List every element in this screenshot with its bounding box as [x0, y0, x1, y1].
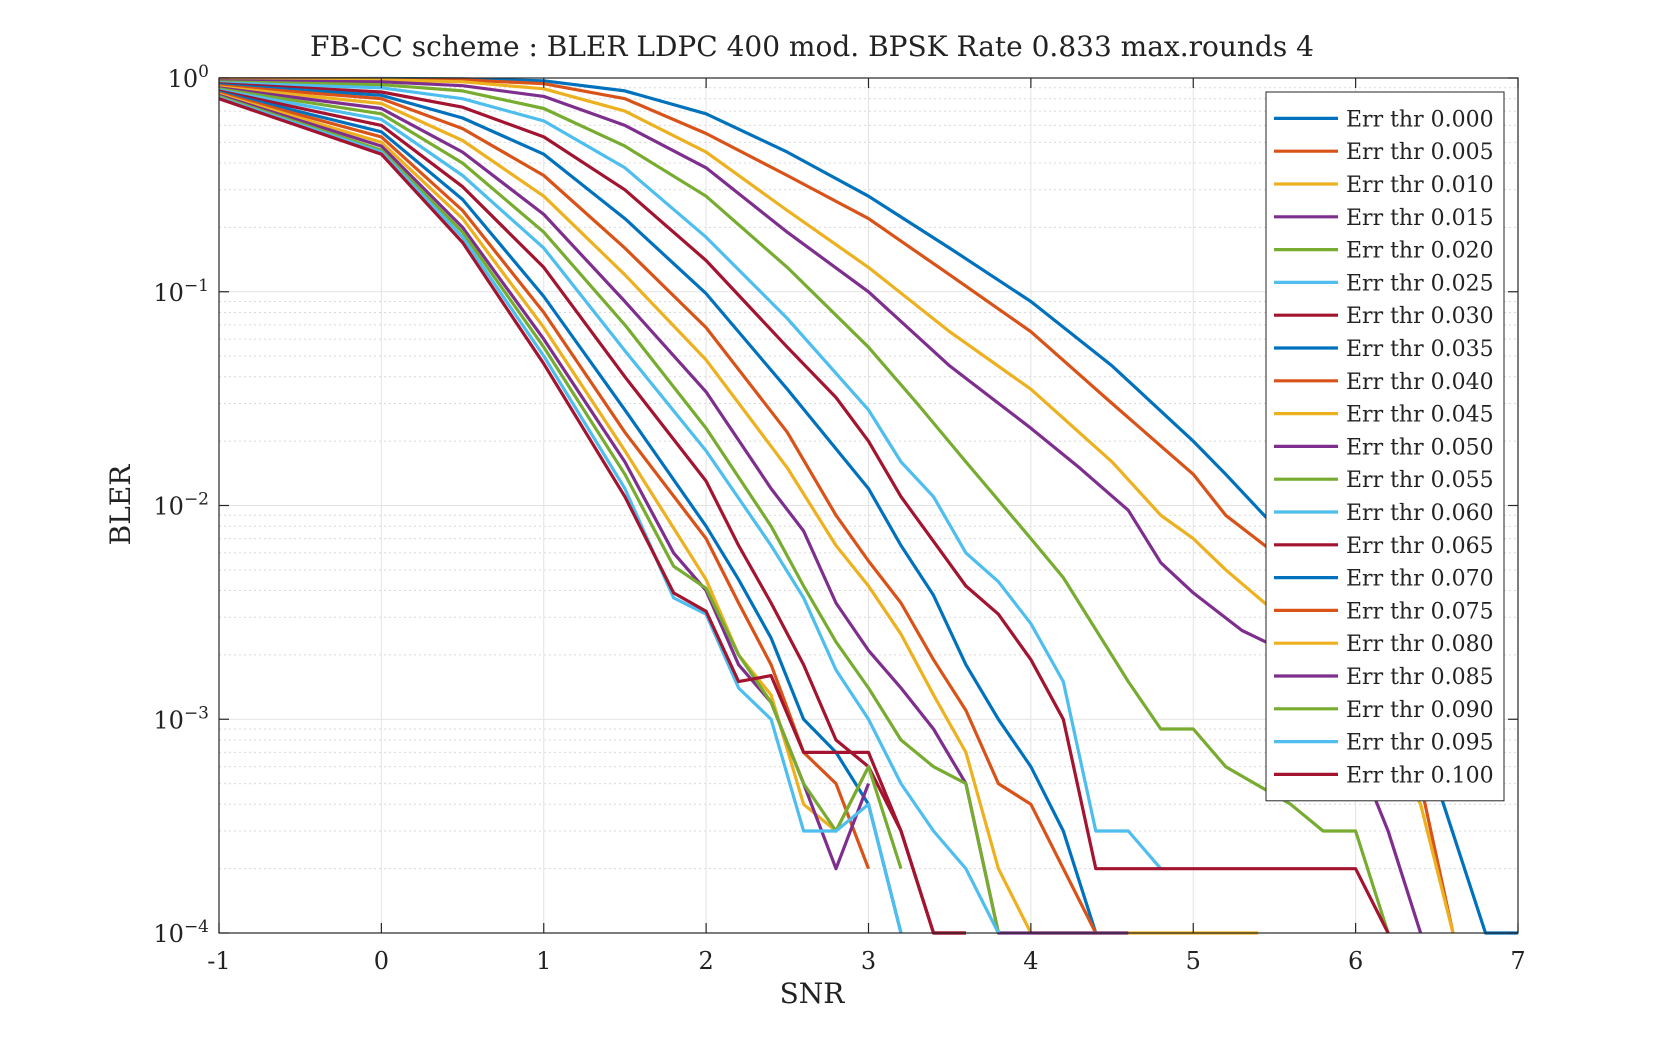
- legend-label: Err thr 0.030: [1346, 304, 1494, 329]
- y-tick-label: 10−1: [153, 276, 209, 307]
- x-tick-label: 3: [861, 947, 876, 975]
- legend-label: Err thr 0.045: [1346, 403, 1494, 428]
- x-tick-label: 6: [1348, 947, 1363, 975]
- series-line-5: [218, 81, 1163, 870]
- x-tick-label: 1: [536, 947, 551, 975]
- x-axis-ticks: -1 0 1 2 3 4 5 6 7: [207, 78, 1526, 975]
- x-tick-label: 4: [1023, 947, 1038, 975]
- series-line-6: [218, 82, 1390, 934]
- legend-label: Err thr 0.050: [1346, 435, 1494, 460]
- legend-label: Err thr 0.070: [1346, 567, 1494, 592]
- y-tick-label: 10−2: [153, 490, 209, 521]
- legend: Err thr 0.000 Err thr 0.005 Err thr 0.010 E…: [1265, 91, 1505, 802]
- legend-label: Err thr 0.000: [1346, 107, 1494, 132]
- legend-label: Err thr 0.100: [1346, 763, 1494, 788]
- legend-label: Err thr 0.055: [1346, 468, 1494, 493]
- x-tick-label: 0: [374, 947, 389, 975]
- y-axis-ticks: 100 10−1 10−2 10−3 10−4: [153, 62, 1518, 948]
- x-axis-label: SNR: [780, 977, 846, 1010]
- legend-label: Err thr 0.005: [1346, 140, 1494, 165]
- series-line-11: [218, 87, 1000, 934]
- legend-label: Err thr 0.060: [1346, 501, 1494, 526]
- series-line-7: [218, 83, 1098, 934]
- legend-label: Err thr 0.090: [1346, 698, 1494, 723]
- series-line-12: [218, 88, 1000, 934]
- x-tick-label: 5: [1186, 947, 1201, 975]
- series-line-20: [218, 97, 966, 935]
- y-tick-label: 100: [168, 62, 209, 93]
- legend-label: Err thr 0.080: [1346, 632, 1494, 657]
- series-line-8: [218, 84, 1098, 934]
- legend-label: Err thr 0.065: [1346, 534, 1494, 559]
- series-line-14: [218, 90, 903, 934]
- x-tick-label: -1: [207, 947, 230, 975]
- legend-label: Err thr 0.015: [1346, 206, 1494, 231]
- y-tick-label: 10−3: [153, 703, 209, 734]
- y-axis-label: BLER: [104, 464, 137, 546]
- legend-label: Err thr 0.040: [1346, 370, 1494, 395]
- legend-label: Err thr 0.095: [1346, 731, 1494, 756]
- legend-label: Err thr 0.025: [1346, 271, 1494, 296]
- x-tick-label: 2: [698, 947, 713, 975]
- legend-label: Err thr 0.075: [1346, 599, 1494, 624]
- series-line-10: [218, 86, 1129, 935]
- series-line-15: [218, 91, 870, 870]
- legend-label: Err thr 0.020: [1346, 239, 1494, 264]
- x-tick-label: 7: [1510, 947, 1525, 975]
- series-line-17: [218, 93, 870, 871]
- series-line-9: [218, 85, 1259, 935]
- series-layer: [218, 76, 1518, 935]
- y-tick-label: 10−4: [153, 917, 209, 948]
- legend-label: Err thr 0.010: [1346, 173, 1494, 198]
- legend-label: Err thr 0.035: [1346, 337, 1494, 362]
- legend-label: Err thr 0.085: [1346, 665, 1494, 690]
- chart-title: FB-CC scheme : BLER LDPC 400 mod. BPSK R…: [310, 30, 1314, 63]
